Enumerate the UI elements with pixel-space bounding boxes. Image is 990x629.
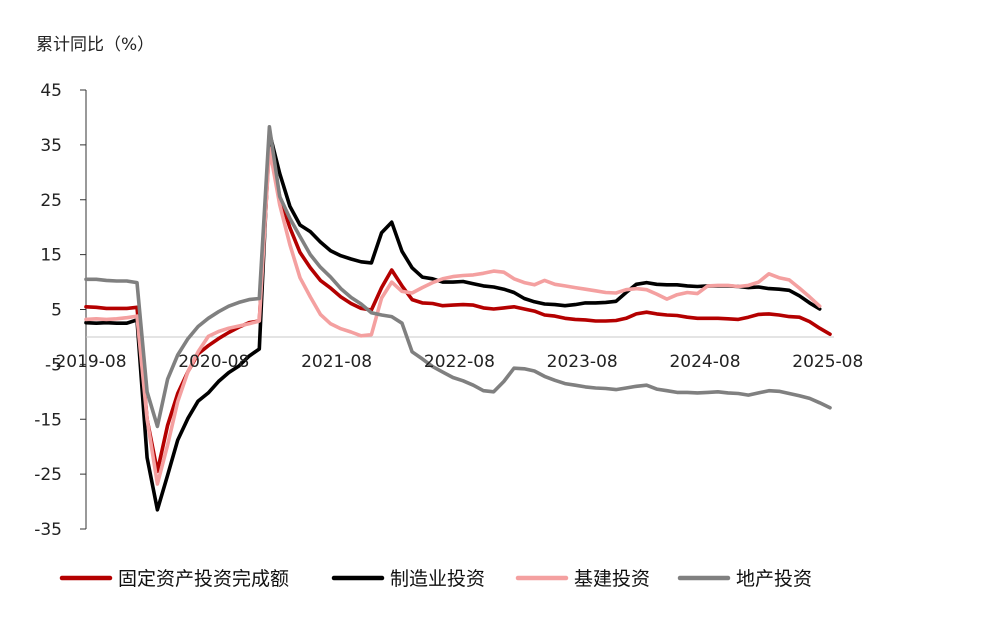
x-tick-label: 2025-08	[792, 352, 863, 372]
y-tick-label: 25	[40, 191, 62, 211]
x-axis-tick-labels: 2019-08 2020-08 2021-08 2022-08 2023-08 2024-…	[55, 352, 863, 372]
y-tick-label: -15	[34, 410, 62, 430]
y-axis-ticks: 45 35 25 15 5 -5 -15 -25 -35	[34, 81, 86, 540]
x-tick-label: 2021-08	[301, 352, 372, 372]
legend-label-4: 地产投资	[736, 568, 812, 590]
series-line-2	[84, 130, 822, 512]
x-tick-label: 2024-08	[669, 352, 740, 372]
y-tick-label: 5	[51, 301, 62, 321]
legend-label-2: 制造业投资	[390, 568, 485, 590]
x-tick-label: 2019-08	[55, 352, 126, 372]
y-axis-unit-label: 累计同比（%）	[36, 35, 154, 55]
series-line-4	[84, 125, 832, 429]
y-tick-label: 35	[40, 136, 62, 156]
y-tick-label: 15	[40, 246, 62, 266]
legend-label-1: 固定资产投资完成额	[118, 568, 289, 590]
y-tick-label: -35	[34, 520, 62, 540]
series-lines	[84, 125, 832, 512]
x-tick-label: 2023-08	[547, 352, 618, 372]
x-tick-label: 2022-08	[424, 352, 495, 372]
y-tick-label: -25	[34, 465, 62, 485]
y-tick-label: -5	[45, 355, 62, 375]
legend-label-3: 基建投资	[574, 568, 650, 590]
series-line-3	[84, 146, 822, 486]
legend: 固定资产投资完成额 制造业投资 基建投资 地产投资	[59, 568, 812, 590]
x-tick-label: 2020-08	[178, 352, 249, 372]
y-tick-label: 45	[40, 81, 62, 101]
series-line-1	[84, 143, 832, 474]
